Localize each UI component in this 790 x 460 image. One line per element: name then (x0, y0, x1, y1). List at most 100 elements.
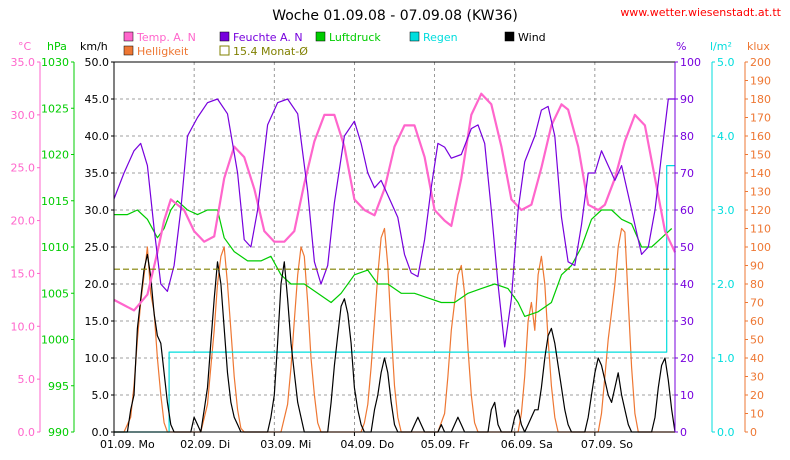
axis-brightness-tick-label: 190 (750, 75, 771, 88)
axis-brightness-tick-label: 100 (750, 241, 771, 254)
legend-swatch-humidity (219, 31, 230, 42)
axis-temp-tick-label: 5.0 (18, 373, 36, 386)
legend-swatch-temperature (123, 31, 134, 42)
axis-pressure-tick-label: 1000 (41, 334, 69, 347)
x-tick-label: 03.09. Mi (260, 438, 311, 451)
axis-brightness-tick-label: 160 (750, 130, 771, 143)
legend-label-humidity: Feuchte A. N (233, 31, 303, 44)
axis-humidity-tick-label: 90 (680, 93, 694, 106)
axis-humidity-tick-label: 60 (680, 204, 694, 217)
axis-wind-tick-label: 15.0 (85, 315, 110, 328)
axis-x: 01.09. Mo 02.09. Di 03.09. Mi 04.09. Do 05.0… (100, 432, 633, 451)
unit-brightness: klux (747, 40, 770, 53)
series-line-wind (114, 253, 676, 433)
series-line-feuchte-a-n (113, 98, 675, 348)
x-tick-label: 01.09. Mo (100, 438, 155, 451)
axis-brightness-tick-label: 10 (750, 408, 764, 421)
axis-wind-tick-label: 10.0 (85, 352, 110, 365)
axis-temp-tick-label: 35.0 (11, 56, 36, 69)
axis-pressure-tick-label: 990 (48, 426, 69, 439)
axis-humidity-tick-label: 100 (680, 56, 701, 69)
axis-brightness-tick-label: 80 (750, 278, 764, 291)
legend-label-temperature: Temp. A. N (136, 31, 196, 44)
axis-brightness-tick-label: 140 (750, 167, 771, 180)
axis-brightness-tick-label: 180 (750, 93, 771, 106)
axis-wind-tick-label: 30.0 (85, 204, 110, 217)
series-line-luftdruck (114, 200, 673, 317)
axis-brightness-tick-label: 40 (750, 352, 764, 365)
axis-brightness: 2001901801701601501401301201101009080706… (744, 56, 771, 439)
legend-label-pressure: Luftdruck (329, 31, 381, 44)
axis-temp-tick-label: 15.0 (11, 267, 36, 280)
axis-temp-tick-label: 25.0 (11, 162, 36, 175)
legend-item-humidity: Feuchte A. N (219, 31, 303, 44)
axis-pressure-tick-label: 1020 (41, 149, 69, 162)
axis-rain-tick-label: 0.0 (717, 426, 735, 439)
axis-wind-tick-label: 20.0 (85, 278, 110, 291)
x-tick-label: 04.09. Do (340, 438, 394, 451)
axis-humidity-tick-label: 10 (680, 389, 694, 402)
legend-label-rain: Regen (423, 31, 458, 44)
axis-wind-tick-label: 45.0 (85, 93, 110, 106)
unit-rain: l/m² (710, 40, 732, 53)
axis-pressure-tick-label: 1030 (41, 56, 69, 69)
legend-item-wind: Wind (504, 31, 546, 44)
axis-brightness-tick-label: 0 (750, 426, 757, 439)
axis-brightness-tick-label: 20 (750, 389, 764, 402)
unit-humidity: % (676, 40, 686, 53)
axis-temp-tick-label: 0.0 (18, 426, 36, 439)
legend-label-brightness: Helligkeit (137, 45, 189, 58)
legend-swatch-monthly-avg (219, 45, 230, 56)
axis-pressure-tick-label: 1015 (41, 195, 69, 208)
axis-pressure-tick-label: 1025 (41, 102, 69, 115)
axis-wind-tick-label: 50.0 (85, 56, 110, 69)
chart-title: Woche 01.09.08 - 07.09.08 (KW36) (272, 8, 518, 24)
x-tick-label: 07.09. So (581, 438, 633, 451)
axis-brightness-tick-label: 200 (750, 56, 771, 69)
axis-pressure-tick-label: 995 (48, 380, 69, 393)
axis-rain-tick-label: 4.0 (717, 130, 735, 143)
legend-swatch-rain (409, 31, 420, 42)
legend-label-wind: Wind (518, 31, 546, 44)
axis-humidity-tick-label: 80 (680, 130, 694, 143)
x-tick-label: 06.09. Sa (501, 438, 553, 451)
series-line-helligkeit (114, 227, 675, 433)
series-layer (113, 92, 676, 433)
site-link[interactable]: www.wetter.wiesenstadt.at.tt (620, 6, 781, 19)
axis-rain-tick-label: 1.0 (717, 352, 735, 365)
legend-swatch-brightness (123, 45, 134, 56)
axis-rain-tick-label: 3.0 (717, 204, 735, 217)
axis-brightness-tick-label: 110 (750, 223, 771, 236)
axis-wind-tick-label: 0.0 (92, 426, 110, 439)
legend: Temp. A. N Feuchte A. N Luftdruck Regen … (123, 31, 546, 58)
unit-temp: °C (18, 40, 32, 53)
axis-pressure-tick-label: 1010 (41, 241, 69, 254)
legend-item-pressure: Luftdruck (315, 31, 381, 44)
axis-humidity-tick-label: 50 (680, 241, 694, 254)
axis-pressure-tick-label: 1005 (41, 287, 69, 300)
axis-rain-tick-label: 2.0 (717, 278, 735, 291)
axis-wind-tick-label: 5.0 (92, 389, 110, 402)
legend-item-brightness: Helligkeit (123, 45, 189, 58)
axis-temp-tick-label: 20.0 (11, 215, 36, 228)
series-line-temp-a-n (113, 92, 676, 312)
legend-item-temperature: Temp. A. N (123, 31, 196, 44)
axis-wind: 50.0 45.0 40.0 35.0 30.0 25.0 20.0 15.0 10.0 5.0 0… (85, 56, 115, 439)
axis-rain: 5.0 4.0 3.0 2.0 1.0 0.0 (711, 56, 735, 439)
x-tick-label: 02.09. Di (180, 438, 230, 451)
legend-swatch-wind (504, 31, 515, 42)
axis-brightness-tick-label: 30 (750, 371, 764, 384)
unit-wind: km/h (80, 40, 108, 53)
unit-pressure: hPa (47, 40, 67, 53)
axis-humidity-tick-label: 20 (680, 352, 694, 365)
axis-temp: 35.0 30.0 25.0 20.0 15.0 10.0 5.0 0.0 (11, 56, 41, 439)
axis-brightness-tick-label: 150 (750, 149, 771, 162)
axis-humidity-tick-label: 30 (680, 315, 694, 328)
axis-brightness-tick-label: 120 (750, 204, 771, 217)
axis-rain-tick-label: 5.0 (717, 56, 735, 69)
axis-brightness-tick-label: 130 (750, 186, 771, 199)
axis-brightness-tick-label: 60 (750, 315, 764, 328)
axis-wind-tick-label: 25.0 (85, 241, 110, 254)
axis-brightness-tick-label: 50 (750, 334, 764, 347)
